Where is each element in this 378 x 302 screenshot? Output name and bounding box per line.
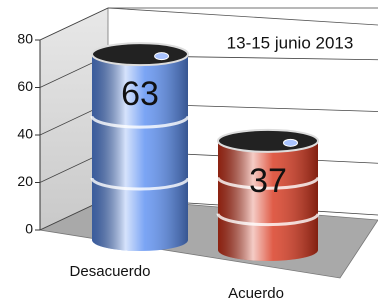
annotation: 13-15 junio 2013: [227, 33, 354, 52]
y-tick-label: 40: [17, 126, 33, 142]
y-tick-label: 60: [17, 78, 33, 94]
x-tick-label: Desacuerdo: [70, 263, 151, 280]
barrel-cap: [284, 139, 298, 146]
y-tick-label: 0: [25, 221, 33, 237]
chart: 13-15 junio 2013 0 20 40 60 80 63 Desacuerdo 37…: [0, 0, 378, 302]
back-edge: [108, 8, 378, 25]
y-tick-label: 80: [17, 31, 33, 47]
barrel-cap: [155, 53, 169, 60]
value-label: 63: [121, 75, 159, 113]
x-tick-label: Acuerdo: [228, 285, 284, 302]
value-label: 37: [249, 162, 287, 200]
barrel-shine: [218, 141, 318, 261]
barrel-top: [218, 130, 318, 152]
barrel-top: [92, 43, 188, 65]
y-tick-label: 20: [17, 173, 33, 189]
